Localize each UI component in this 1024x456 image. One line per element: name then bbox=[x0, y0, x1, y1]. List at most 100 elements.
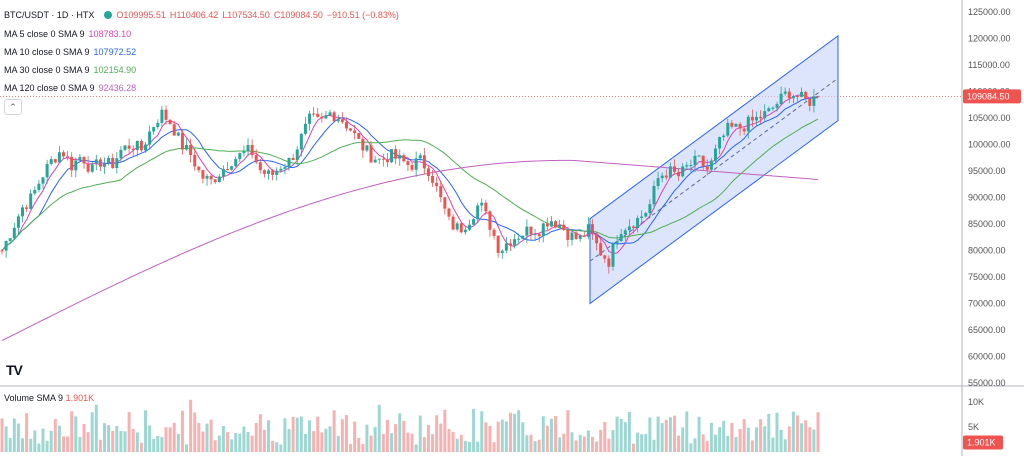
candle-body bbox=[390, 149, 394, 163]
volume-bar bbox=[627, 411, 631, 452]
candle-body bbox=[308, 113, 312, 124]
volume-bar bbox=[246, 431, 250, 452]
volume-bar bbox=[152, 439, 156, 452]
price-tick-label: 100000.00 bbox=[968, 140, 1011, 150]
ma10-line bbox=[1, 96, 819, 251]
candle-body bbox=[185, 144, 189, 150]
volume-bar bbox=[619, 418, 623, 452]
candle-body bbox=[603, 255, 607, 259]
volume-bar bbox=[226, 432, 230, 452]
candle-body bbox=[582, 235, 586, 237]
volume-bar bbox=[459, 434, 463, 452]
candle-body bbox=[127, 145, 131, 149]
candle-body bbox=[590, 224, 594, 234]
chevron-up-icon[interactable]: ⌃ bbox=[4, 99, 22, 115]
ma30-line bbox=[1, 118, 819, 251]
candle-body bbox=[718, 137, 722, 149]
candle-body bbox=[545, 223, 549, 227]
volume-bar bbox=[713, 434, 717, 452]
candle-body bbox=[730, 122, 734, 127]
volume-bar bbox=[385, 419, 389, 452]
volume-bar bbox=[316, 416, 320, 452]
ma30-legend[interactable]: MA 30 close 0 SMA 9 102154.90 bbox=[4, 65, 137, 75]
candle-body bbox=[299, 133, 303, 150]
volume-bar bbox=[558, 437, 562, 452]
current-price-badge bbox=[963, 89, 1021, 104]
volume-sma-value: 1.901K bbox=[65, 393, 95, 403]
candle-body bbox=[193, 155, 197, 167]
ma5-legend[interactable]: MA 5 close 0 SMA 9 108783.10 bbox=[4, 29, 132, 39]
ma10-value: 107972.52 bbox=[93, 47, 137, 57]
candle-body bbox=[800, 91, 804, 97]
volume-bar bbox=[390, 433, 394, 452]
volume-bar bbox=[492, 442, 496, 452]
volume-bar bbox=[554, 415, 558, 452]
volume-bar bbox=[414, 444, 418, 452]
candle-body bbox=[685, 165, 689, 167]
candle-body bbox=[238, 153, 242, 160]
symbol-header: BTC/USDT · 1D · HTX O109995.51 H110406.42 L… bbox=[4, 10, 403, 20]
volume-bar bbox=[529, 434, 533, 452]
ma10-legend[interactable]: MA 10 close 0 SMA 9 107972.52 bbox=[4, 47, 137, 57]
volume-bar bbox=[541, 416, 545, 452]
candle-body bbox=[123, 145, 127, 150]
candle-body bbox=[689, 165, 693, 167]
candle-body bbox=[16, 216, 20, 228]
volume-bar bbox=[656, 416, 660, 452]
volume-bar bbox=[53, 419, 57, 452]
candle-body bbox=[115, 158, 119, 168]
candle-body bbox=[37, 183, 41, 190]
candle-body bbox=[463, 229, 467, 233]
candle-body bbox=[636, 218, 640, 229]
current-volume-badge bbox=[963, 435, 1003, 450]
price-axis: 125000.00120000.00115000.00110000.001050… bbox=[963, 7, 1021, 450]
candle-body bbox=[221, 169, 225, 177]
volume-bar bbox=[119, 431, 123, 452]
candle-body bbox=[496, 235, 500, 253]
volume-bar bbox=[357, 438, 361, 452]
candle-body bbox=[783, 91, 787, 94]
price-tick-label: 90000.00 bbox=[968, 193, 1006, 203]
candle-body bbox=[677, 171, 681, 177]
volume-bar bbox=[607, 438, 611, 452]
candle-body bbox=[750, 116, 754, 121]
volume-bar bbox=[299, 416, 303, 452]
candle-body bbox=[529, 226, 533, 235]
volume-bar bbox=[144, 410, 148, 452]
volume-bar bbox=[754, 427, 758, 452]
candle-body bbox=[189, 144, 193, 156]
candle-body bbox=[103, 162, 107, 167]
volume-bar bbox=[328, 426, 332, 452]
candle-body bbox=[152, 127, 156, 132]
candle-body bbox=[62, 152, 66, 157]
volume-bar bbox=[496, 421, 500, 452]
volume-legend[interactable]: Volume SMA 9 1.901K bbox=[4, 393, 95, 403]
volume-bar bbox=[463, 440, 467, 452]
volume-bar bbox=[25, 413, 29, 452]
candle-body bbox=[226, 169, 230, 171]
candle-body bbox=[808, 98, 812, 106]
volume-bar bbox=[484, 422, 488, 452]
volume-bar bbox=[431, 434, 435, 452]
volume-bar bbox=[500, 419, 504, 452]
candle-body bbox=[611, 243, 615, 267]
tradingview-logo[interactable]: TV bbox=[6, 362, 23, 378]
volume-bar bbox=[123, 431, 127, 452]
candle-body bbox=[525, 226, 529, 236]
candle-body bbox=[455, 223, 459, 230]
candle-body bbox=[320, 116, 324, 119]
volume-bar bbox=[275, 442, 279, 452]
candle-body bbox=[201, 170, 205, 179]
volume-bar bbox=[57, 425, 61, 452]
volume-bar bbox=[697, 416, 701, 452]
candle-body bbox=[480, 202, 484, 206]
price-tick-label: 80000.00 bbox=[968, 246, 1006, 256]
eye-icon[interactable] bbox=[104, 11, 113, 19]
volume-bar bbox=[726, 435, 730, 452]
candle-body bbox=[476, 205, 480, 220]
volume-bar bbox=[422, 437, 426, 452]
volume-bar bbox=[410, 433, 414, 452]
ma120-legend[interactable]: MA 120 close 0 SMA 9 92436.28 bbox=[4, 83, 137, 93]
